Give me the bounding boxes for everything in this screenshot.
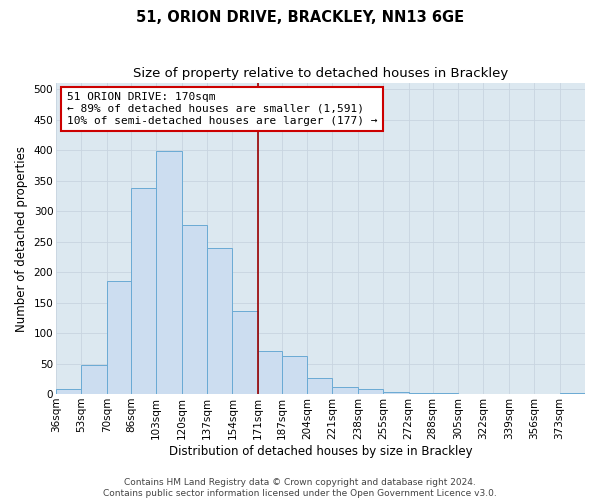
Bar	[107, 281, 131, 394]
Title: Size of property relative to detached houses in Brackley: Size of property relative to detached ho…	[133, 68, 508, 80]
X-axis label: Distribution of detached houses by size in Brackley: Distribution of detached houses by size …	[169, 444, 472, 458]
Bar	[560, 393, 585, 394]
Text: 51 ORION DRIVE: 170sqm
← 89% of detached houses are smaller (1,591)
10% of semi-: 51 ORION DRIVE: 170sqm ← 89% of detached…	[67, 92, 377, 126]
Bar	[131, 188, 156, 394]
Bar	[156, 152, 182, 394]
Text: 51, ORION DRIVE, BRACKLEY, NN13 6GE: 51, ORION DRIVE, BRACKLEY, NN13 6GE	[136, 10, 464, 25]
Bar	[358, 389, 383, 394]
Bar	[56, 389, 82, 394]
Bar	[281, 356, 307, 394]
Bar	[383, 392, 409, 394]
Y-axis label: Number of detached properties: Number of detached properties	[15, 146, 28, 332]
Bar	[182, 224, 207, 394]
Bar	[258, 352, 281, 394]
Bar	[332, 386, 358, 394]
Bar	[409, 393, 433, 394]
Bar	[207, 248, 232, 394]
Text: Contains HM Land Registry data © Crown copyright and database right 2024.
Contai: Contains HM Land Registry data © Crown c…	[103, 478, 497, 498]
Bar	[232, 310, 258, 394]
Bar	[307, 378, 332, 394]
Bar	[82, 366, 107, 394]
